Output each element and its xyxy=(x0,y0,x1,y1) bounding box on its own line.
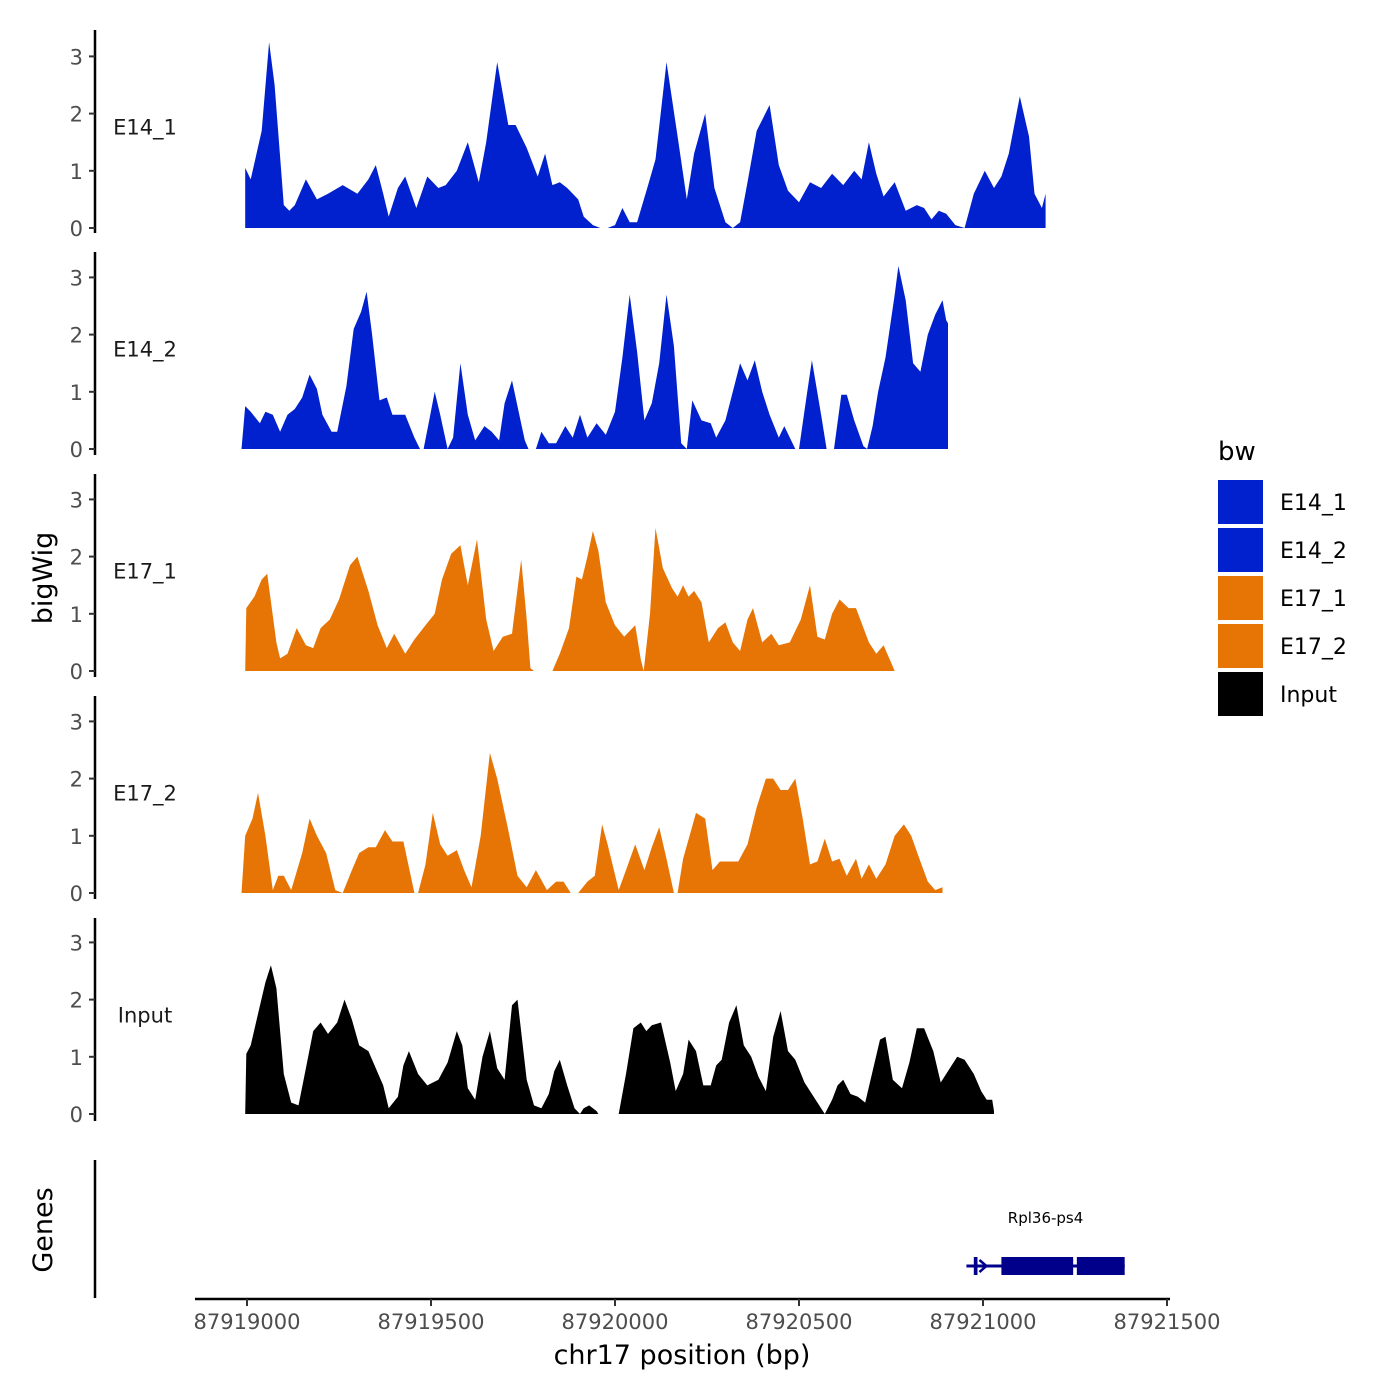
y-tick-label: 2 xyxy=(70,546,83,570)
legend-swatch xyxy=(1218,528,1263,572)
x-tick-label: 87919000 xyxy=(194,1310,301,1334)
x-tick-label: 87919500 xyxy=(378,1310,485,1334)
legend-label: E17_1 xyxy=(1280,587,1347,612)
signal-tracks: 0 1 2 3 E14_1 0 1 2 3 E14_2 0 1 2 3 E17_1 0 1 2 3 E17_2 0 1 2 3… xyxy=(70,30,1046,1127)
track-e17-2: 0 1 2 3 E17_2 xyxy=(70,696,943,906)
track-e14-1: 0 1 2 3 E14_1 xyxy=(70,30,1046,241)
y-tick-label: 1 xyxy=(70,825,83,849)
legend: bw E14_1 E14_2 E17_1 E17_2 Input xyxy=(1218,437,1347,716)
track-label: E14_2 xyxy=(113,338,177,363)
track-e17-1: 0 1 2 3 E17_1 xyxy=(70,474,895,684)
y-axis-title: bigWig xyxy=(28,532,59,625)
signal-area-e14-1 xyxy=(245,42,1046,228)
y-tick-label: 2 xyxy=(70,103,83,127)
legend-entry-input: Input xyxy=(1218,672,1337,716)
y-tick-label: 2 xyxy=(70,768,83,792)
gene-exon xyxy=(1076,1257,1125,1275)
legend-entry-e14-1: E14_1 xyxy=(1218,480,1347,524)
gene-exon xyxy=(973,1257,978,1275)
legend-swatch xyxy=(1218,480,1263,524)
track-e14-2: 0 1 2 3 E14_2 xyxy=(70,252,948,462)
legend-label: E17_2 xyxy=(1280,635,1347,660)
legend-label: E14_2 xyxy=(1280,539,1347,564)
y-tick-label: 3 xyxy=(70,45,83,69)
legend-label: E14_1 xyxy=(1280,491,1347,516)
y-tick-label: 0 xyxy=(70,882,83,906)
legend-label: Input xyxy=(1280,683,1337,708)
genes-panel: Rpl36-ps4 xyxy=(93,1160,1125,1298)
x-tick-label: 87921500 xyxy=(1114,1310,1221,1334)
x-axis-title: chr17 position (bp) xyxy=(554,1340,811,1371)
genes-axis-title: Genes xyxy=(28,1187,59,1272)
y-tick-label: 2 xyxy=(70,989,83,1013)
y-tick-label: 3 xyxy=(70,266,83,290)
signal-area-input xyxy=(245,965,994,1114)
y-tick-label: 0 xyxy=(70,1103,83,1127)
x-tick-label: 87920500 xyxy=(746,1310,853,1334)
y-tick-label: 1 xyxy=(70,160,83,184)
y-tick-label: 0 xyxy=(70,438,83,462)
legend-swatch xyxy=(1218,624,1263,668)
y-tick-label: 3 xyxy=(70,710,83,734)
legend-title: bw xyxy=(1218,437,1256,467)
legend-swatch xyxy=(1218,672,1263,716)
y-tick-label: 3 xyxy=(70,931,83,955)
signal-area-e17-2 xyxy=(241,752,943,893)
legend-entry-e17-2: E17_2 xyxy=(1218,624,1347,668)
y-tick-label: 0 xyxy=(70,660,83,684)
signal-area-e17-1 xyxy=(245,528,895,671)
track-label: E17_1 xyxy=(113,560,177,585)
y-tick-label: 2 xyxy=(70,324,83,348)
y-tick-label: 3 xyxy=(70,488,83,512)
gene-label: Rpl36-ps4 xyxy=(1008,1209,1084,1227)
gene-rpl36-ps4: Rpl36-ps4 xyxy=(966,1209,1125,1275)
track-input: 0 1 2 3 Input xyxy=(70,918,994,1127)
track-label: E17_2 xyxy=(113,782,177,807)
legend-swatch xyxy=(1218,576,1263,620)
y-tick-label: 1 xyxy=(70,1046,83,1070)
x-axis: 87919000 87919500 87920000 87920500 87921000… xyxy=(194,1297,1221,1334)
strand-arrow-icon xyxy=(978,1259,989,1273)
gene-exon xyxy=(1001,1257,1074,1275)
track-label: Input xyxy=(118,1004,172,1028)
legend-entry-e17-1: E17_1 xyxy=(1218,576,1347,620)
y-tick-label: 0 xyxy=(70,217,83,241)
x-tick-label: 87920000 xyxy=(562,1310,669,1334)
y-tick-label: 1 xyxy=(70,603,83,627)
signal-area-e14-2 xyxy=(241,266,948,449)
y-tick-label: 1 xyxy=(70,381,83,405)
x-tick-label: 87921000 xyxy=(930,1310,1037,1334)
track-label: E14_1 xyxy=(113,116,177,141)
legend-entry-e14-2: E14_2 xyxy=(1218,528,1347,572)
